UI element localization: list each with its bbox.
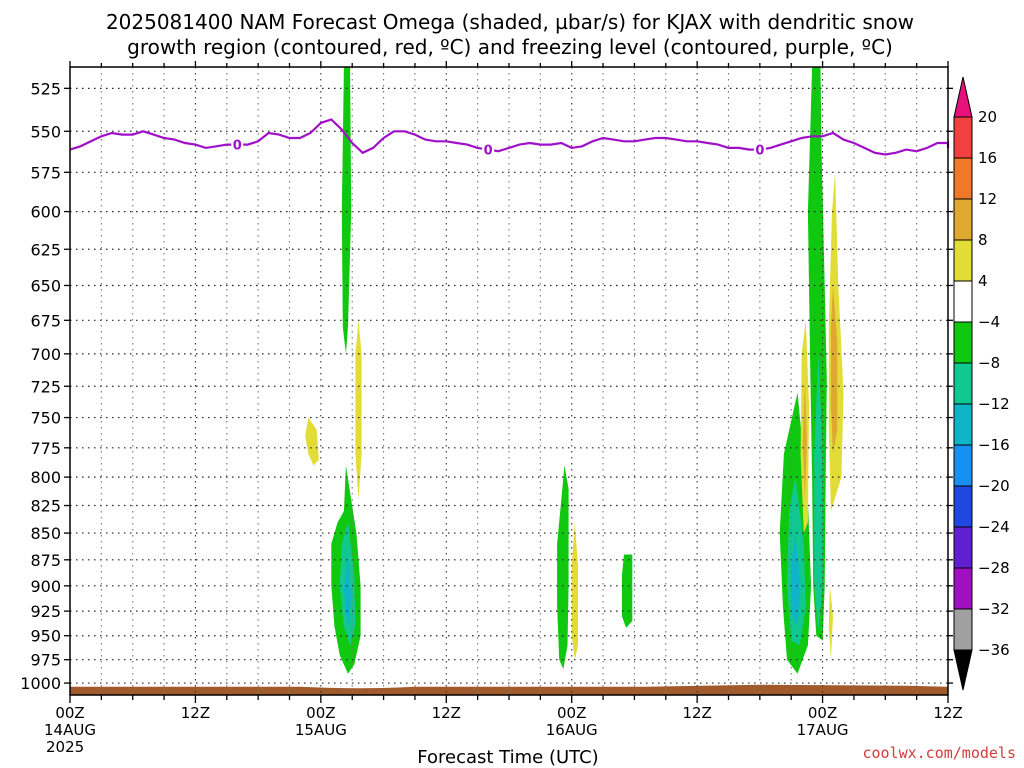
grid-lines	[70, 67, 948, 695]
x-tick-date-0: 14AUG	[44, 721, 96, 739]
freezing-label-1: 0	[484, 144, 493, 159]
y-tick-label-9: 750	[30, 409, 61, 428]
y-tick-label-18: 975	[30, 651, 61, 670]
colorbar-bin-6	[953, 321, 973, 364]
omega-region-12	[791, 533, 801, 626]
colorbar-bin-1	[953, 116, 973, 159]
colorbar-tick-6: −8	[978, 354, 1000, 372]
colorbar-tick-10: −24	[978, 518, 1010, 536]
y-tick-label-10: 775	[30, 439, 61, 458]
colorbar-tick-7: −12	[978, 395, 1010, 413]
x-tick-year-0: 2025	[46, 738, 84, 756]
colorbar-bin-7	[953, 362, 973, 405]
y-tick-label-0: 525	[30, 79, 61, 98]
freezing-label-0: 0	[233, 139, 242, 154]
colorbar-tick-8: −16	[978, 436, 1010, 454]
omega-region-5	[343, 554, 352, 626]
colorbar-tick-0: 20	[978, 108, 997, 126]
x-tick-label-3: 12Z	[432, 704, 461, 722]
colorbar-bin-12	[953, 567, 973, 610]
y-tick-label-7: 700	[30, 345, 61, 364]
x-tick-date-4: 16AUG	[546, 721, 598, 739]
x-tick-label-2: 00Z	[306, 704, 335, 722]
omega-region-6	[557, 465, 569, 670]
x-tick-label-5: 12Z	[682, 704, 711, 722]
y-tick-label-6: 675	[30, 311, 61, 330]
y-axis-ticks: 525 550 575 600 625 650 675 700 725 750 775 800 825 8…	[20, 79, 953, 693]
colorbar-tick-3: 8	[978, 231, 988, 249]
colorbar-bin-4	[953, 239, 973, 282]
colorbar-tick-2: 12	[978, 190, 997, 208]
x-tick-label-0: 00Z	[55, 704, 84, 722]
y-tick-label-16: 925	[30, 602, 61, 621]
freezing-label-bg-2	[753, 141, 766, 158]
colorbar-bin-9	[953, 444, 973, 487]
x-tick-date-2: 15AUG	[295, 721, 347, 739]
x-tick-label-6: 00Z	[808, 704, 837, 722]
chart-title-line-2: growth region (contoured, red, ºC) and f…	[127, 35, 893, 59]
y-tick-label-5: 650	[30, 276, 61, 295]
freezing-level-line	[69, 118, 950, 156]
colorbar-top-arrow	[953, 76, 973, 118]
colorbar-bin-13	[953, 608, 973, 651]
y-tick-label-11: 800	[30, 468, 61, 487]
y-tick-label-8: 725	[30, 377, 61, 396]
colorbar-bin-2	[953, 157, 973, 200]
colorbar-tick-4: 4	[978, 272, 988, 290]
freezing-level-contour: 0 0 0	[69, 118, 950, 159]
omega-region-13	[814, 353, 823, 631]
y-tick-label-19: 1000	[20, 674, 61, 693]
omega-region-1	[355, 320, 362, 500]
omega-region-15	[830, 285, 838, 454]
y-tick-label-13: 850	[30, 524, 61, 543]
y-tick-label-15: 900	[30, 577, 61, 596]
omega-region-18	[828, 585, 833, 660]
colorbar-bottom-arrow	[953, 649, 973, 691]
omega-region-2	[305, 417, 319, 466]
x-axis-label: Forecast Time (UTC)	[417, 747, 598, 768]
y-tick-label-4: 625	[30, 240, 61, 259]
freezing-label-bg-1	[482, 141, 495, 158]
colorbar-tick-11: −28	[978, 559, 1010, 577]
omega-shading	[305, 67, 844, 674]
credit-text: coolwx.com/models	[862, 744, 1016, 762]
x-tick-label-4: 00Z	[557, 704, 586, 722]
chart-title-line-1: 2025081400 NAM Forecast Omega (shaded, µ…	[106, 10, 914, 34]
x-tick-label-1: 12Z	[181, 704, 210, 722]
colorbar-bin-3	[953, 198, 973, 241]
colorbar-tick-9: −20	[978, 477, 1010, 495]
colorbar-tick-1: 16	[978, 149, 997, 167]
colorbar-tick-12: −32	[978, 600, 1010, 618]
colorbar-tick-5: −4	[978, 313, 1000, 331]
colorbar-bin-5	[953, 280, 973, 323]
colorbar-bin-11	[953, 526, 973, 569]
colorbar: 20 16 12 8 4 −4 −8 −12 −16 −20 −24 −28 −32 −36	[953, 76, 1010, 691]
freezing-label-bg-0	[231, 136, 244, 153]
colorbar-bin-10	[953, 485, 973, 528]
freezing-label-2: 0	[755, 144, 764, 159]
x-tick-label-7: 12Z	[933, 704, 962, 722]
omega-region-8	[621, 554, 633, 628]
omega-region-17	[802, 379, 807, 500]
omega-region-7	[571, 522, 578, 660]
y-tick-label-12: 825	[30, 497, 61, 516]
y-tick-label-14: 875	[30, 551, 61, 570]
y-tick-label-3: 600	[30, 203, 61, 222]
x-tick-date-6: 17AUG	[797, 721, 849, 739]
colorbar-tick-13: −36	[978, 641, 1010, 659]
y-tick-label-1: 550	[30, 122, 61, 141]
y-tick-label-17: 950	[30, 627, 61, 646]
colorbar-bin-8	[953, 403, 973, 446]
y-tick-label-2: 575	[30, 163, 61, 182]
